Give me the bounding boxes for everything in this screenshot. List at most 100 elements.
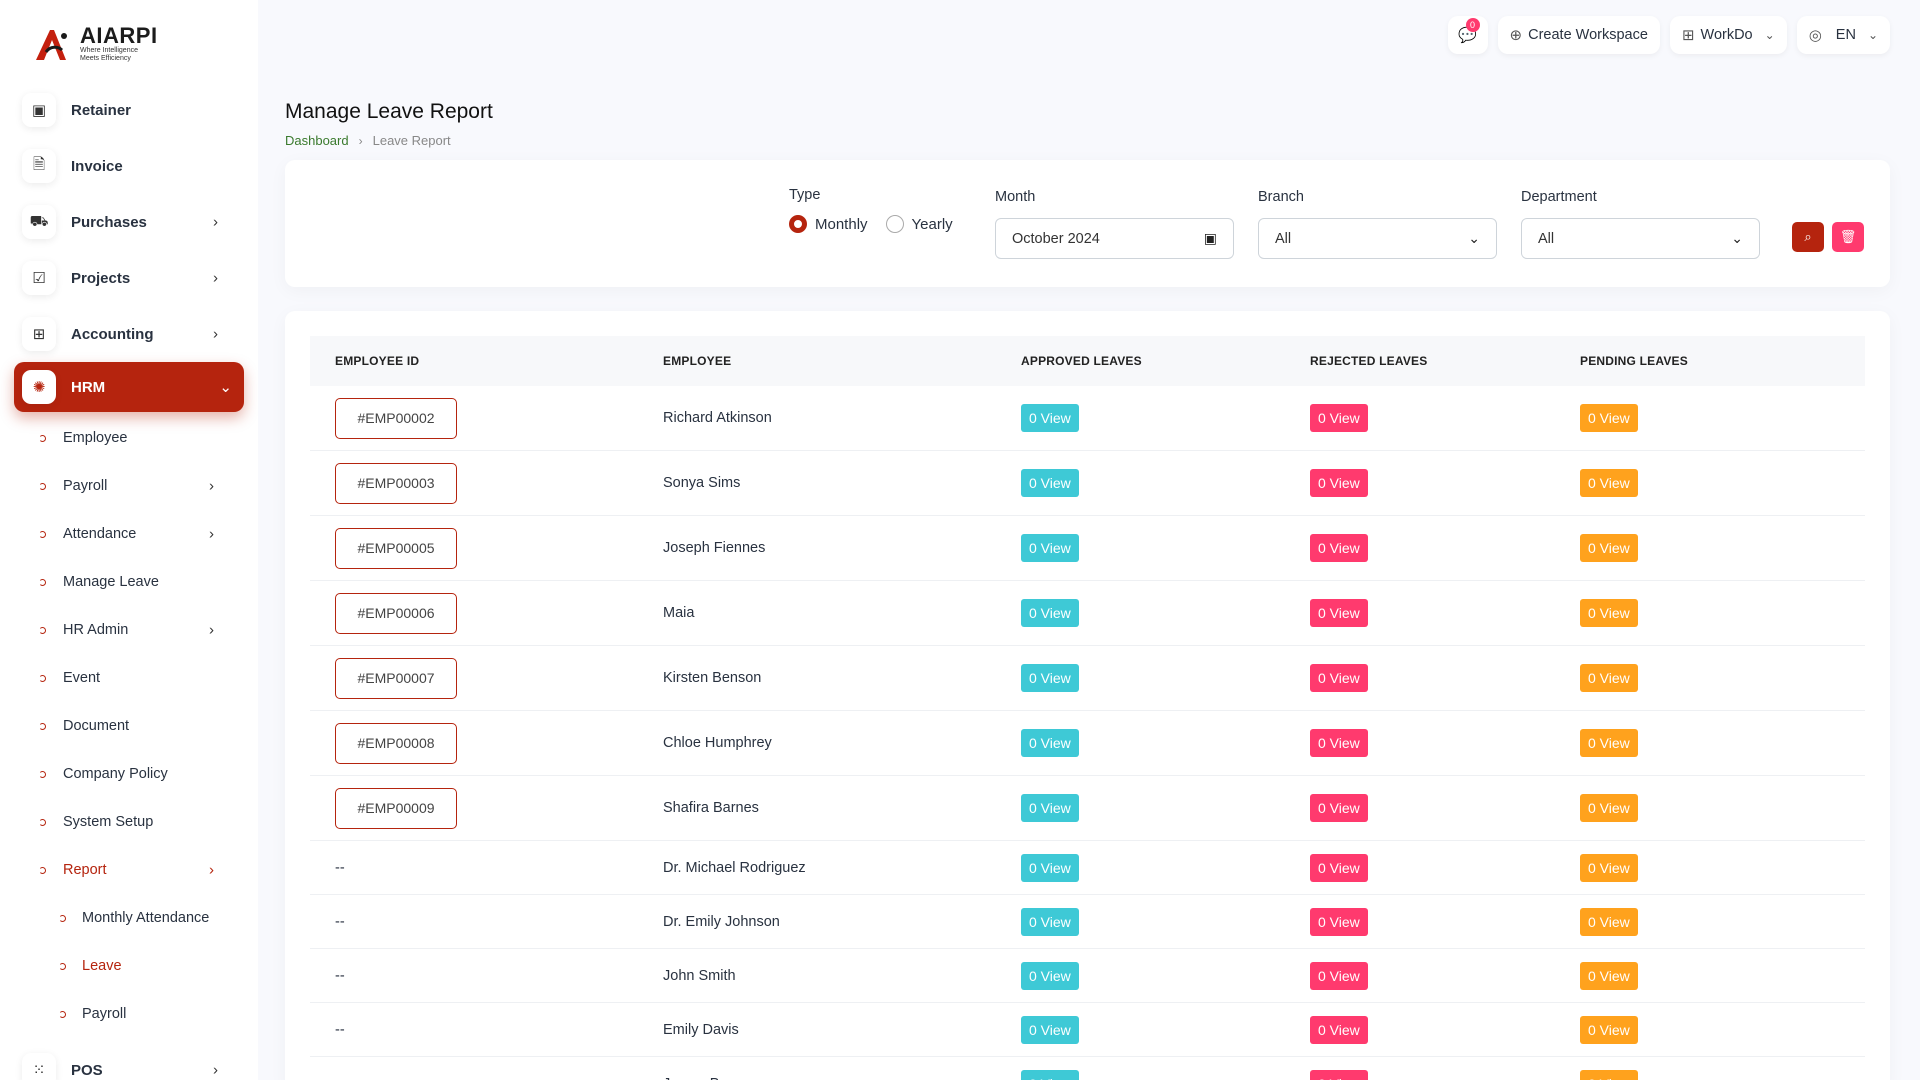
approved-view-button[interactable]: 0 View [1021,729,1079,757]
employee-id-text: -- [335,913,345,930]
employee-id-cell: #EMP00003 [335,451,457,515]
approved-view-button[interactable]: 0 View [1021,599,1079,627]
sidebar-sub-event[interactable]: Event [0,654,258,702]
employee-id-button[interactable]: #EMP00008 [335,722,457,764]
type-monthly-radio[interactable]: Monthly [789,215,868,233]
approved-view-button[interactable]: 0 View [1021,961,1079,990]
rejected-view-button[interactable]: 0 View [1310,1015,1368,1044]
sidebar-item-projects[interactable]: ☑ Projects › [0,250,258,306]
pending-view-button[interactable]: 0 View [1580,469,1638,497]
sub-label: HR Admin [63,622,129,638]
sidebar-sub-manage-leave[interactable]: Manage Leave [0,558,258,606]
sidebar-sub-system-setup[interactable]: System Setup [0,798,258,846]
approved-view-button[interactable]: 0 View [1021,1069,1079,1080]
sidebar-sub-report[interactable]: Report › [0,846,258,894]
sidebar-item-pos[interactable]: ⁙ POS › [0,1042,258,1080]
employee-id-button[interactable]: #EMP00006 [335,592,457,634]
breadcrumb-dashboard[interactable]: Dashboard [285,133,349,148]
employee-name: Shafira Barnes [663,800,759,816]
rejected-view-button[interactable]: 0 View [1310,1069,1368,1080]
approved-view-button[interactable]: 0 View [1021,534,1079,562]
table-row: -- James Brown 0 View 0 View 0 View [310,1057,1865,1080]
sub-label: System Setup [63,814,154,830]
department-select[interactable]: All ⌄ [1521,218,1760,259]
approved-view-button[interactable]: 0 View [1021,907,1079,936]
calendar-icon[interactable]: ▣ [1203,230,1217,246]
table-row: -- John Smith 0 View 0 View 0 View [310,949,1865,1003]
approved-view-button[interactable]: 0 View [1021,1015,1079,1044]
bullet-icon [39,770,46,778]
language-dropdown[interactable]: ◎ EN ⌄ [1796,16,1890,54]
filter-card: Type Monthly Yearly Month October 2024 ▣… [285,160,1890,287]
rejected-view-button[interactable]: 0 View [1310,534,1368,562]
sidebar-item-invoice[interactable]: 🗎 Invoice [0,138,258,194]
pending-view-button[interactable]: 0 View [1580,794,1638,822]
pending-leaves-cell: 0 View [1580,895,1638,948]
sub-label: Monthly Attendance [82,910,210,926]
table-row: #EMP00006 Maia 0 View 0 View 0 View [310,581,1865,646]
approved-view-button[interactable]: 0 View [1021,664,1079,692]
chat-button[interactable]: 💬 0 [1447,16,1488,54]
branch-select[interactable]: All ⌄ [1258,218,1497,259]
pending-view-button[interactable]: 0 View [1580,1069,1638,1080]
employee-id-button[interactable]: #EMP00003 [335,462,457,504]
logo[interactable]: AIARPI Where Intelligence Meets Efficien… [32,24,158,64]
rejected-view-button[interactable]: 0 View [1310,729,1368,757]
pending-view-button[interactable]: 0 View [1580,404,1638,432]
employee-id-cell: -- [335,1057,345,1080]
sidebar-item-hrm[interactable]: ✺ HRM ⌄ [14,362,244,412]
pending-view-button[interactable]: 0 View [1580,853,1638,882]
employee-id-button[interactable]: #EMP00007 [335,657,457,699]
type-yearly-radio[interactable]: Yearly [885,215,953,233]
sidebar-sub-company-policy[interactable]: Company Policy [0,750,258,798]
sidebar-sub-hr-admin[interactable]: HR Admin › [0,606,258,654]
create-workspace-button[interactable]: ⊕ Create Workspace [1497,16,1660,54]
rejected-view-button[interactable]: 0 View [1310,599,1368,627]
sidebar-sub-attendance[interactable]: Attendance › [0,510,258,558]
sidebar-report-leave[interactable]: Leave [0,942,258,990]
sidebar-item-purchases[interactable]: ⛟ Purchases › [0,194,258,250]
rejected-view-button[interactable]: 0 View [1310,469,1368,497]
sidebar-sub-document[interactable]: Document [0,702,258,750]
pending-leaves-cell: 0 View [1580,646,1638,710]
rejected-view-button[interactable]: 0 View [1310,907,1368,936]
search-button[interactable]: ⌕ [1792,222,1824,252]
sidebar-item-retainer[interactable]: ▣ Retainer [0,82,258,138]
pending-view-button[interactable]: 0 View [1580,599,1638,627]
employee-id-button[interactable]: #EMP00009 [335,787,457,829]
reset-button[interactable]: 🗑 [1832,222,1864,252]
rejected-view-button[interactable]: 0 View [1310,404,1368,432]
pending-view-button[interactable]: 0 View [1580,907,1638,936]
rejected-view-button[interactable]: 0 View [1310,794,1368,822]
employee-id-button[interactable]: #EMP00005 [335,527,457,569]
pending-view-button[interactable]: 0 View [1580,961,1638,990]
approved-view-button[interactable]: 0 View [1021,853,1079,882]
employee-name: Maia [663,605,695,621]
rejected-view-button[interactable]: 0 View [1310,961,1368,990]
approved-view-button[interactable]: 0 View [1021,794,1079,822]
sidebar-sub-payroll[interactable]: Payroll › [0,462,258,510]
chevron-down-icon: ⌄ [1468,230,1480,246]
month-input[interactable]: October 2024 ▣ [995,218,1234,259]
sub-label: Document [63,718,130,734]
pending-view-button[interactable]: 0 View [1580,1015,1638,1044]
workspace-dropdown[interactable]: ⊞ WorkDo ⌄ [1669,16,1787,54]
sidebar-report-payroll[interactable]: Payroll [0,990,258,1038]
approved-view-button[interactable]: 0 View [1021,404,1079,432]
employee-id-text: -- [335,967,345,984]
approved-leaves-cell: 0 View [1021,776,1079,840]
sidebar-item-label: Projects [71,269,131,287]
sidebar-report-monthly-attendance[interactable]: Monthly Attendance [0,894,258,942]
rejected-view-button[interactable]: 0 View [1310,664,1368,692]
approved-view-button[interactable]: 0 View [1021,469,1079,497]
pending-view-button[interactable]: 0 View [1580,664,1638,692]
sidebar-sub-employee[interactable]: Employee [0,414,258,462]
sidebar-item-label: Retainer [71,101,132,119]
sidebar-item-accounting[interactable]: ⊞ Accounting › [0,306,258,362]
employee-id-button[interactable]: #EMP00002 [335,397,457,439]
pending-view-button[interactable]: 0 View [1580,729,1638,757]
pending-view-button[interactable]: 0 View [1580,534,1638,562]
chevron-down-icon: ⌄ [1731,230,1743,246]
rejected-view-button[interactable]: 0 View [1310,853,1368,882]
approved-leaves-cell: 0 View [1021,646,1079,710]
